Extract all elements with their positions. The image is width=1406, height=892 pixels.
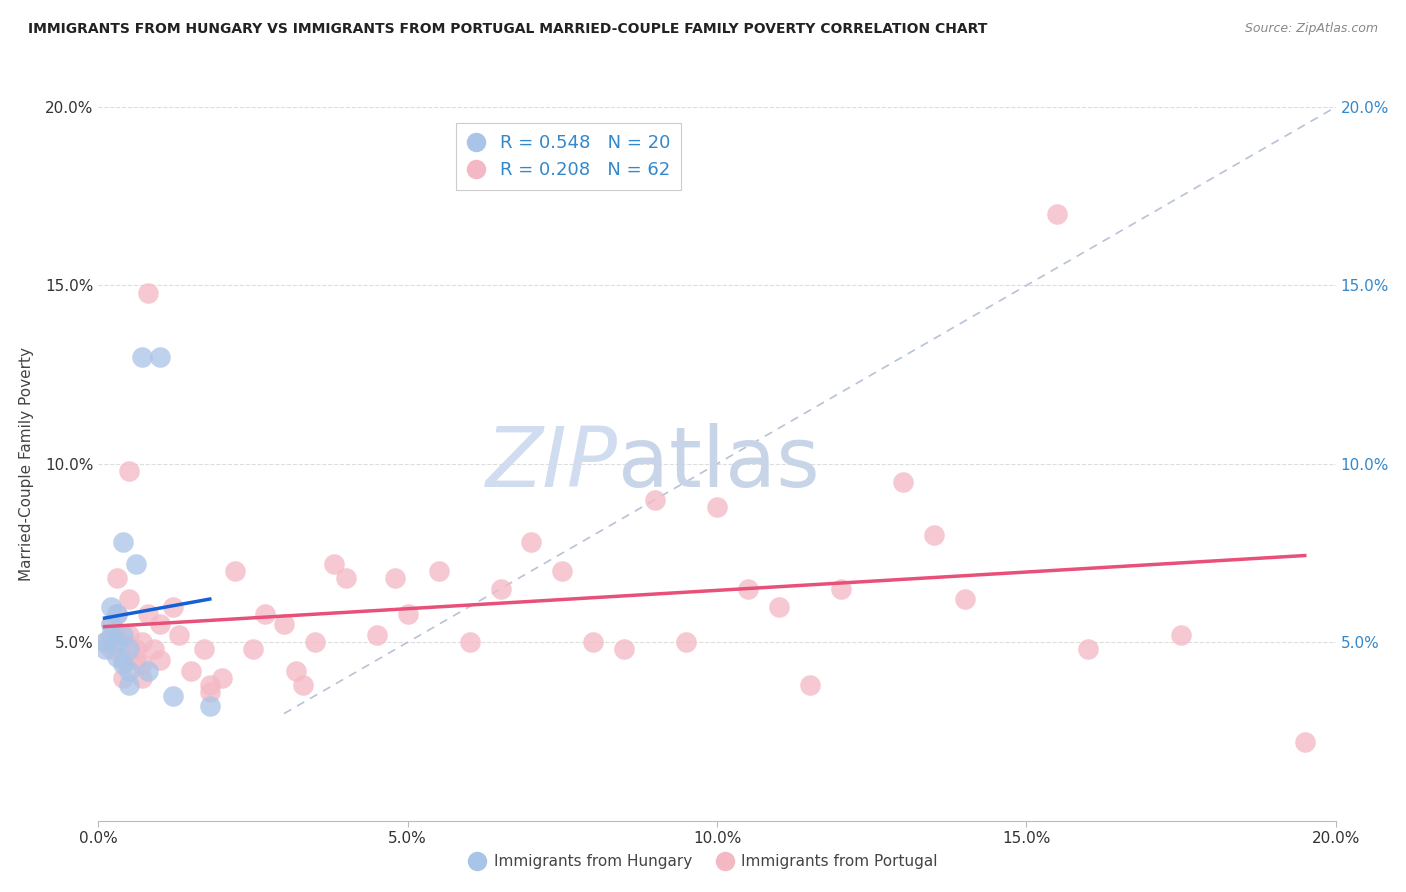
Point [291,678,314,692]
Point [100,628,122,642]
Point [136,285,159,300]
Point [105,607,128,621]
Point [112,535,135,549]
Point [124,642,146,657]
Point [149,653,172,667]
Point [242,642,264,657]
Point [162,599,184,614]
Point [112,653,135,667]
Point [136,664,159,678]
Point [105,607,128,621]
Point [366,628,388,642]
Point [100,617,122,632]
Point [198,699,221,714]
Point [112,635,135,649]
Point [167,628,190,642]
Point [254,607,277,621]
Point [799,678,821,692]
Point [118,592,141,607]
Point [131,657,153,671]
Point [1077,642,1099,657]
Point [105,628,128,642]
Y-axis label: Married-Couple Family Poverty: Married-Couple Family Poverty [20,347,34,581]
Point [124,557,146,571]
Point [737,582,759,596]
Point [520,535,543,549]
Point [93,642,115,657]
Point [211,671,233,685]
Point [105,649,128,664]
Point [193,642,215,657]
Point [105,635,128,649]
Point [335,571,357,585]
Point [768,599,790,614]
Point [285,664,308,678]
Point [112,657,135,671]
Point [322,557,344,571]
Text: Source: ZipAtlas.com: Source: ZipAtlas.com [1244,22,1378,36]
Point [105,571,128,585]
Point [830,582,852,596]
Point [131,671,153,685]
Point [162,689,184,703]
Point [136,607,159,621]
Point [118,678,141,692]
Point [1170,628,1192,642]
Point [458,635,481,649]
Point [489,582,512,596]
Point [112,671,135,685]
Text: atlas: atlas [619,424,820,504]
Point [613,642,636,657]
Point [100,599,122,614]
Point [644,492,666,507]
Point [891,475,914,489]
Point [180,664,202,678]
Point [224,564,246,578]
Point [100,617,122,632]
Point [304,635,326,649]
Point [198,678,221,692]
Point [427,564,450,578]
Point [112,628,135,642]
Point [384,571,406,585]
Point [118,464,141,478]
Point [118,628,141,642]
Point [143,642,166,657]
Point [675,635,697,649]
Point [1046,207,1069,221]
Point [551,564,574,578]
Point [131,635,153,649]
Point [922,528,945,542]
Point [93,635,115,649]
Legend: R = 0.548   N = 20, R = 0.208   N = 62: R = 0.548 N = 20, R = 0.208 N = 62 [457,123,681,190]
Point [582,635,605,649]
Point [273,617,295,632]
Point [149,617,172,632]
Point [706,500,728,514]
Point [396,607,419,621]
Point [118,664,141,678]
Point [124,653,146,667]
Legend: Immigrants from Hungary, Immigrants from Portugal: Immigrants from Hungary, Immigrants from… [463,848,943,875]
Point [1294,735,1316,749]
Point [100,642,122,657]
Point [93,635,115,649]
Point [953,592,976,607]
Point [198,685,221,699]
Point [118,642,141,657]
Point [149,350,172,364]
Point [131,350,153,364]
Text: ZIP: ZIP [486,424,619,504]
Text: IMMIGRANTS FROM HUNGARY VS IMMIGRANTS FROM PORTUGAL MARRIED-COUPLE FAMILY POVERT: IMMIGRANTS FROM HUNGARY VS IMMIGRANTS FR… [28,22,987,37]
